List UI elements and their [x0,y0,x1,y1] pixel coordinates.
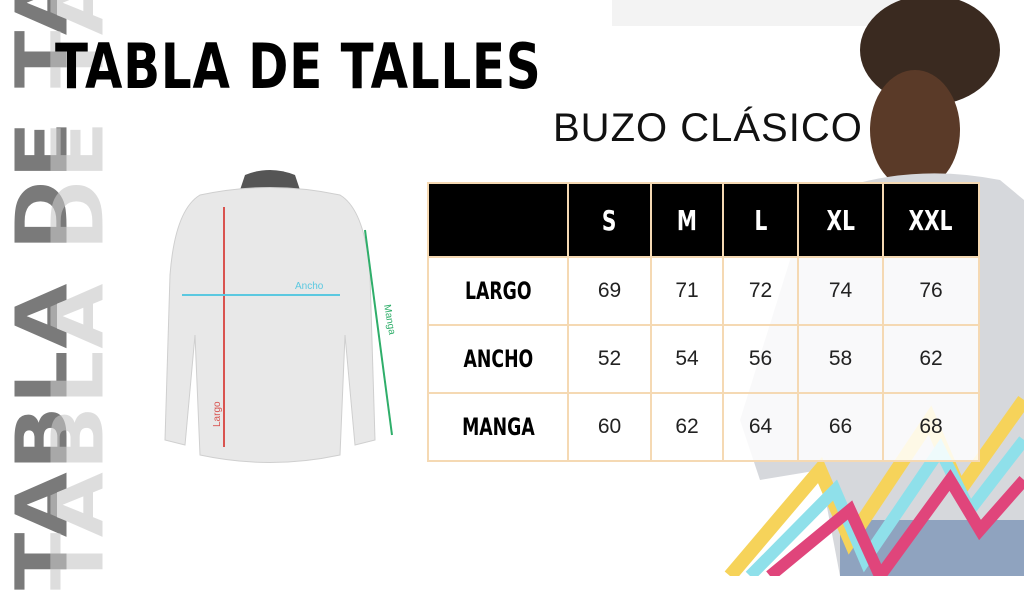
cell: 71 [650,256,724,326]
cell: 54 [650,324,724,394]
cell: 66 [797,392,884,462]
largo-label: Largo [212,401,223,427]
manga-measure-line [364,229,393,436]
cell: 52 [567,324,652,394]
cell: 60 [567,392,652,462]
top-decor-bar [612,0,912,26]
size-header-row: S M L XL XXL [427,182,980,258]
row-label: LARGO [427,256,569,326]
cell: 58 [797,324,884,394]
table-row: LARGO 69 71 72 74 76 [427,256,980,326]
table-row: ANCHO 52 54 56 58 62 [427,324,980,394]
header-empty-cell [427,182,569,258]
cell: 74 [797,256,884,326]
cell: 76 [882,256,980,326]
size-header: S [567,182,652,258]
size-header: XXL [882,182,980,258]
cell: 62 [650,392,724,462]
sweatshirt-diagram: Ancho Manga Largo [164,170,397,463]
cell: 62 [882,324,980,394]
cell: 69 [567,256,652,326]
row-label: ANCHO [427,324,569,394]
product-subtitle: BUZO CLÁSICO [553,106,863,150]
cell: 56 [722,324,799,394]
size-table: S M L XL XXL LARGO 69 71 72 74 76 ANCHO … [427,182,980,462]
ancho-label: Ancho [295,281,324,292]
table-row: MANGA 60 62 64 66 68 [427,392,980,462]
manga-label: Manga [381,304,397,336]
cell: 64 [722,392,799,462]
size-header: XL [797,182,884,258]
cell: 68 [882,392,980,462]
zigzag-decor [724,395,1024,576]
row-label: MANGA [427,392,569,462]
size-header: L [722,182,799,258]
page-title: TABLA DE TALLES [55,30,542,103]
cell: 72 [722,256,799,326]
size-header: M [650,182,724,258]
